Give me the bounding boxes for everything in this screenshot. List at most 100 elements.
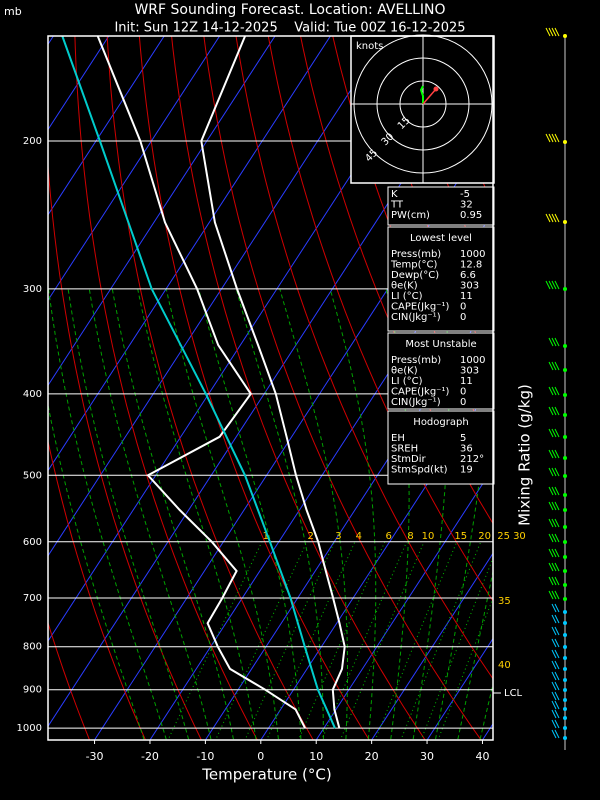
mixing-ratio-label: 25 bbox=[497, 531, 510, 542]
plot-layer: 1 2 3 4 6 8 10 15 20 25 30200300400500600700800900… bbox=[17, 27, 567, 763]
wind-dot bbox=[563, 540, 567, 544]
x-tick-label: 0 bbox=[257, 750, 264, 763]
wind-dot bbox=[563, 368, 567, 372]
panel-value: 6.6 bbox=[460, 270, 476, 281]
wind-dot bbox=[563, 474, 567, 478]
wind-barb bbox=[551, 428, 557, 438]
wind-dot bbox=[563, 678, 567, 682]
panel-value: 212° bbox=[460, 454, 484, 465]
wind-barb bbox=[554, 501, 560, 511]
panel-value: 11 bbox=[460, 376, 473, 387]
x-tick-label: -20 bbox=[141, 750, 159, 763]
wind-dot bbox=[563, 736, 567, 740]
isotherm bbox=[370, 552, 493, 740]
wind-dot bbox=[563, 555, 567, 559]
dry-adiabat bbox=[48, 621, 91, 740]
moist-adiabat bbox=[67, 288, 190, 740]
wind-barb bbox=[548, 576, 554, 586]
wind-dot bbox=[563, 140, 567, 144]
wind-barb bbox=[548, 133, 554, 143]
mixing-ratio-label: 10 bbox=[422, 531, 435, 542]
wind-barb bbox=[548, 27, 554, 37]
mixing-ratio-label: 3 bbox=[335, 531, 341, 542]
panel-label: CAPE(Jkg⁻¹) bbox=[391, 302, 449, 313]
y-tick-label: 700 bbox=[23, 593, 42, 604]
wind-dot bbox=[563, 633, 567, 637]
panel-label: θe(K) bbox=[391, 281, 418, 292]
wind-dot bbox=[563, 667, 567, 671]
wind-barb bbox=[554, 518, 560, 528]
storm-motion bbox=[422, 88, 437, 105]
wind-barb bbox=[554, 548, 560, 558]
storm-motion-head bbox=[433, 86, 439, 92]
wind-barb bbox=[554, 280, 560, 290]
wind-barb bbox=[554, 428, 560, 438]
wind-barb bbox=[554, 719, 560, 729]
wind-barb bbox=[554, 614, 560, 624]
y-tick-label: 900 bbox=[23, 685, 42, 696]
y2-axis-label: Mixing Ratio (g/kg) bbox=[516, 384, 534, 526]
wind-barb bbox=[548, 406, 554, 416]
wind-dot bbox=[563, 525, 567, 529]
x-tick-label: 40 bbox=[475, 750, 489, 763]
panel-label: CIN(Jkg⁻¹) bbox=[391, 312, 441, 323]
moist-adiabat bbox=[434, 353, 493, 740]
y-tick-label: 500 bbox=[23, 470, 42, 481]
wind-barb bbox=[554, 709, 560, 719]
moist-adiabat bbox=[457, 569, 493, 740]
wind-dot bbox=[563, 393, 567, 397]
moist-adiabat bbox=[329, 288, 377, 740]
y-tick-label: 400 bbox=[23, 389, 42, 400]
wind-dot bbox=[563, 456, 567, 460]
wind-barb bbox=[548, 590, 554, 600]
panel-value: 0 bbox=[460, 387, 466, 398]
plot-frame bbox=[47, 35, 494, 741]
wind-barb bbox=[551, 576, 557, 586]
wind-barb bbox=[551, 533, 557, 543]
panel-value: 0 bbox=[460, 302, 466, 313]
isotherm bbox=[48, 36, 332, 472]
wind-dot bbox=[563, 716, 567, 720]
wind-dot bbox=[563, 435, 567, 439]
panel-value: 1000 bbox=[460, 249, 485, 260]
wind-dot bbox=[563, 621, 567, 625]
moist-adiabat bbox=[88, 288, 212, 740]
panel-value: 303 bbox=[460, 281, 479, 292]
isotherm bbox=[315, 467, 493, 740]
wind-barb bbox=[554, 213, 560, 223]
wind-barb bbox=[551, 614, 557, 624]
hodo-trace bbox=[419, 85, 424, 104]
moist-adiabat bbox=[235, 288, 324, 740]
wind-barb bbox=[548, 337, 554, 347]
wind-barb bbox=[551, 719, 557, 729]
x-tick-label: -30 bbox=[86, 750, 104, 763]
mixing-ratio-label: 2 bbox=[307, 531, 313, 542]
mixing-ratio-line bbox=[215, 541, 308, 740]
moist-adiabat bbox=[48, 288, 167, 740]
isotherm bbox=[48, 36, 276, 387]
wind-dot bbox=[563, 493, 567, 497]
panel-label: LI (°C) bbox=[391, 376, 423, 387]
wind-barb bbox=[548, 213, 554, 223]
y-tick-label: 800 bbox=[23, 642, 42, 653]
moist-adiabat bbox=[48, 402, 145, 740]
panel-label: CAPE(Jkg⁻¹) bbox=[391, 387, 449, 398]
right-label: 35 bbox=[498, 596, 511, 607]
wind-barb bbox=[551, 406, 557, 416]
y-tick-label: 600 bbox=[23, 537, 42, 548]
panel-label: StmSpd(kt) bbox=[391, 465, 448, 476]
wind-barb bbox=[548, 562, 554, 572]
hodo-ring bbox=[376, 57, 470, 151]
wind-dot bbox=[563, 508, 567, 512]
wind-barb bbox=[551, 649, 557, 659]
y-tick-label: 1000 bbox=[17, 723, 42, 734]
wind-barb bbox=[551, 709, 557, 719]
panel-value: 0 bbox=[460, 312, 466, 323]
wind-barb bbox=[554, 590, 560, 600]
info-panel bbox=[387, 410, 495, 485]
panel-value: 5 bbox=[460, 433, 466, 444]
wind-barb bbox=[548, 548, 554, 558]
panel-value: 303 bbox=[460, 366, 479, 377]
panel-value: 0 bbox=[460, 397, 466, 408]
